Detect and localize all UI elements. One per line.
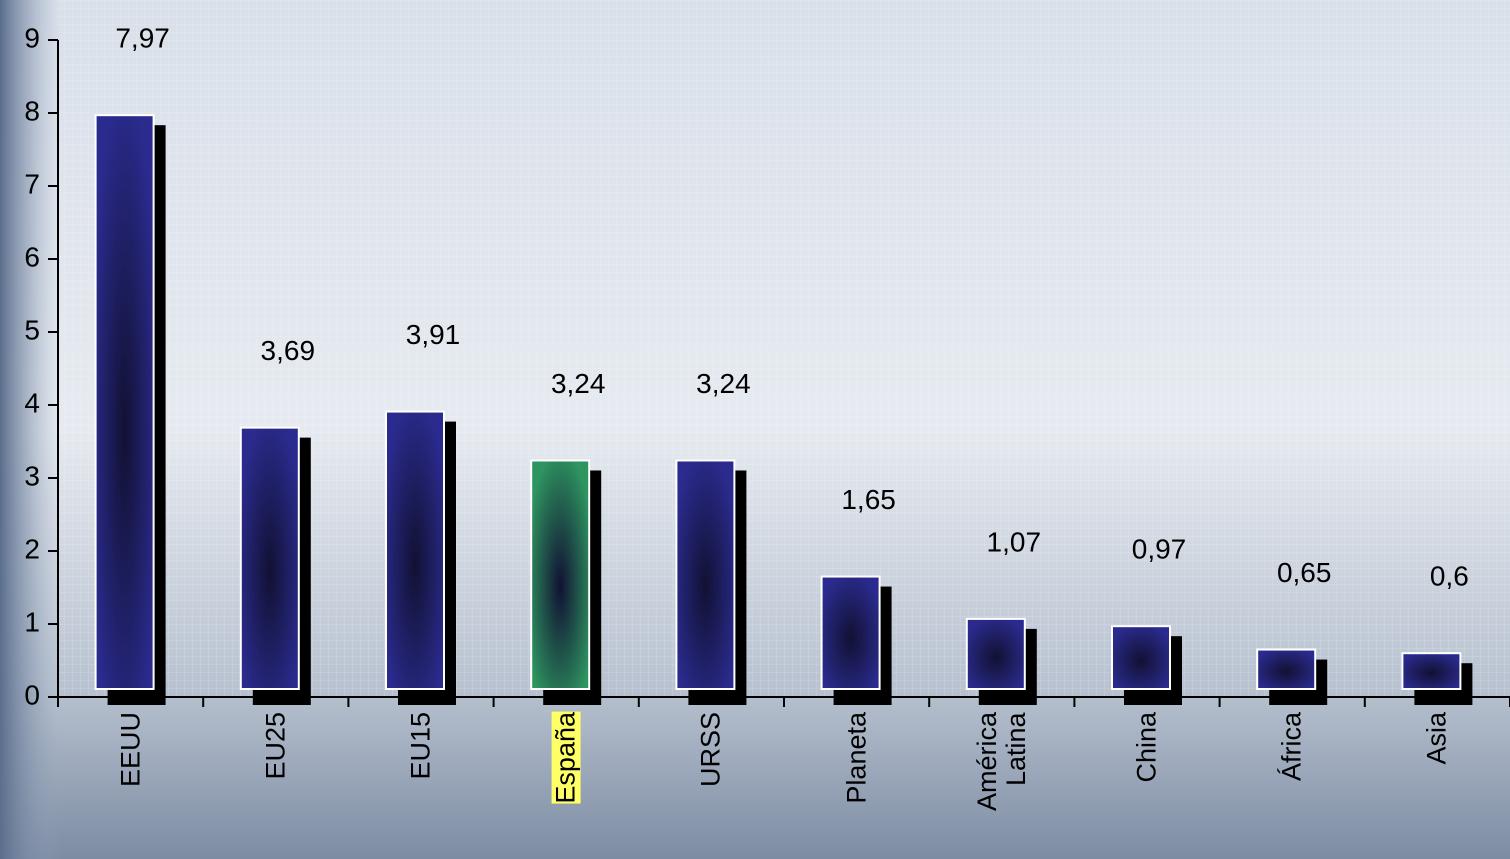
bar	[1111, 625, 1171, 691]
y-tick-label: 4	[24, 387, 40, 418]
x-tick-label: Asia	[1421, 712, 1452, 765]
bar	[239, 426, 300, 690]
value-label: 3,91	[406, 319, 461, 350]
bar	[675, 459, 736, 691]
value-label: 3,24	[551, 368, 606, 399]
y-tick-label: 3	[24, 460, 40, 491]
y-tick-label: 9	[24, 22, 40, 53]
x-tick-label: EEUU	[115, 712, 146, 788]
y-tick-label: 8	[24, 95, 40, 126]
value-label: 7,97	[115, 23, 170, 54]
value-label: 3,69	[261, 335, 316, 366]
y-tick-label: 7	[24, 168, 40, 199]
bar	[385, 410, 445, 690]
x-tick-label: África	[1276, 712, 1307, 782]
bar	[965, 617, 1026, 691]
background-edge	[0, 0, 60, 859]
x-tick-label: China	[1131, 712, 1162, 783]
value-label: 1,65	[841, 484, 896, 515]
y-tick-label: 0	[24, 679, 40, 710]
value-label: 3,24	[696, 368, 751, 399]
x-tick-label: Planeta	[841, 712, 872, 804]
y-tick-label: 1	[24, 606, 40, 637]
x-tick-label: España	[550, 712, 581, 804]
bar	[820, 575, 881, 690]
value-label: 0,97	[1132, 534, 1187, 565]
value-label: 1,07	[987, 526, 1042, 557]
value-label: 0,6	[1430, 561, 1469, 592]
x-tick-label: URSS	[695, 712, 726, 788]
y-tick-label: 2	[24, 533, 40, 564]
y-tick-label: 5	[24, 314, 40, 345]
bar	[94, 114, 155, 690]
bar	[1256, 648, 1317, 690]
x-tick-label: EU15	[405, 712, 436, 780]
value-label: 0,65	[1277, 557, 1332, 588]
x-tick-label: América Latina	[971, 712, 1031, 812]
x-tick-label: EU25	[260, 712, 291, 780]
bar	[530, 459, 591, 691]
y-tick-label: 6	[24, 241, 40, 272]
bar	[1401, 652, 1462, 691]
